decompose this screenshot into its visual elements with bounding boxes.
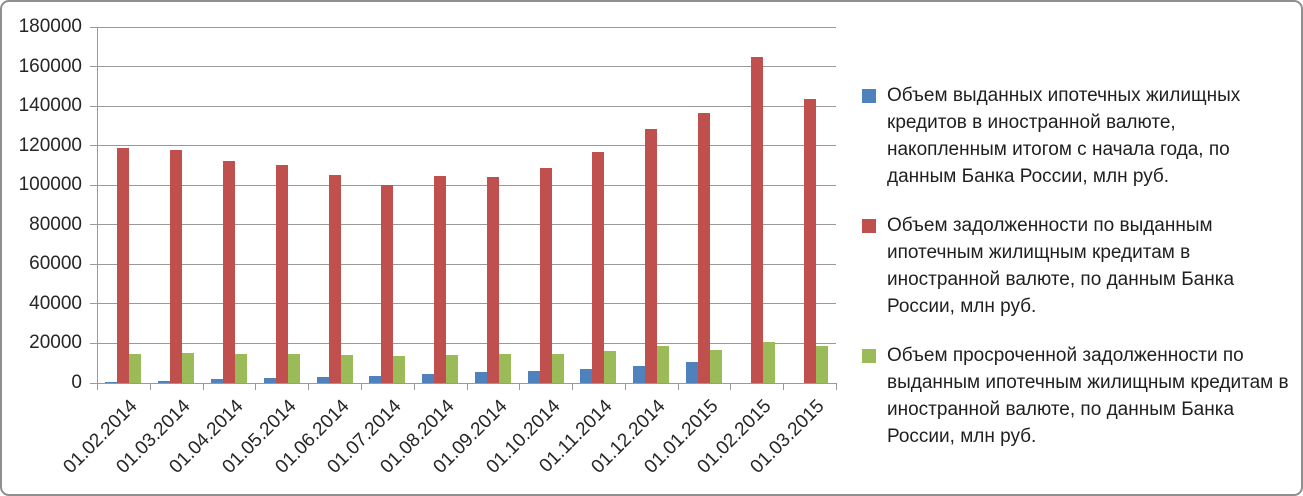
bar-overdue-7 — [498, 353, 511, 383]
bar-overdue-12 — [762, 341, 775, 383]
bar-overdue-3 — [287, 353, 300, 383]
bar-overdue-13 — [815, 345, 828, 383]
x-tick — [572, 384, 574, 390]
bar-overdue-9 — [604, 350, 617, 383]
bar-issued-9 — [580, 369, 593, 383]
bar-debt-3 — [275, 165, 288, 383]
gridline — [97, 184, 836, 186]
bar-overdue-0 — [129, 353, 142, 383]
bar-debt-1 — [170, 150, 183, 383]
bar-issued-4 — [316, 376, 329, 383]
bar-issued-11 — [686, 361, 699, 383]
y-tick — [90, 303, 97, 305]
gridline — [97, 26, 836, 28]
bar-issued-6 — [422, 374, 435, 383]
bar-debt-4 — [328, 174, 341, 383]
x-tick — [466, 384, 468, 390]
bar-overdue-10 — [657, 346, 670, 383]
legend-label-debt: Объем задолженности по выданным ипотечны… — [887, 215, 1235, 317]
y-axis-label: 0 — [71, 372, 82, 393]
gridline — [97, 342, 836, 344]
bar-debt-7 — [486, 176, 499, 383]
bar-debt-13 — [803, 98, 816, 383]
y-tick — [90, 105, 97, 107]
y-axis-label: 160000 — [18, 55, 82, 77]
y-axis-label: 40000 — [29, 292, 82, 314]
legend-swatch-overdue-icon — [862, 349, 876, 363]
x-tick — [360, 384, 362, 390]
bar-issued-5 — [369, 376, 382, 383]
bar-debt-9 — [592, 152, 605, 383]
y-axis-label: 140000 — [18, 95, 82, 117]
y-tick — [90, 66, 97, 68]
bar-debt-11 — [698, 113, 711, 383]
y-tick — [90, 382, 97, 384]
y-tick — [90, 184, 97, 186]
legend-item-debt: Объем задолженности по выданным ипотечны… — [862, 212, 1298, 320]
x-tick — [149, 384, 151, 390]
y-tick — [90, 145, 97, 147]
x-tick — [413, 384, 415, 390]
bar-overdue-2 — [234, 353, 247, 383]
y-tick — [90, 224, 97, 226]
x-tick — [677, 384, 679, 390]
y-axis-label: 120000 — [18, 134, 82, 156]
bar-issued-10 — [633, 365, 646, 383]
bar-issued-0 — [105, 382, 118, 383]
gridline — [97, 105, 836, 107]
legend: Объем выданных ипотечных жилищных кредит… — [862, 82, 1298, 450]
gridline — [97, 145, 836, 147]
bar-debt-0 — [117, 147, 130, 383]
gridline — [97, 263, 836, 265]
bar-overdue-5 — [393, 355, 406, 383]
y-tick — [90, 26, 97, 28]
y-axis-label: 180000 — [18, 16, 82, 37]
y-tick — [90, 263, 97, 265]
bar-overdue-11 — [710, 349, 723, 383]
x-tick — [730, 384, 732, 390]
bar-overdue-4 — [340, 354, 353, 383]
y-axis-label: 60000 — [29, 253, 82, 275]
legend-item-issued: Объем выданных ипотечных жилищных кредит… — [862, 82, 1298, 190]
bar-issued-1 — [158, 381, 171, 383]
gridline — [97, 303, 836, 305]
x-axis-line — [97, 383, 837, 384]
y-tick — [90, 342, 97, 344]
y-axis-label: 20000 — [29, 332, 82, 354]
legend-swatch-issued-icon — [862, 89, 876, 103]
legend-label-overdue: Объем просроченной задолженности по выда… — [887, 345, 1289, 447]
bar-debt-2 — [222, 161, 235, 383]
x-tick — [202, 384, 204, 390]
bar-debt-5 — [381, 184, 394, 383]
gridline — [97, 66, 836, 68]
bar-debt-12 — [750, 56, 763, 383]
x-tick — [519, 384, 521, 390]
bar-overdue-1 — [182, 352, 195, 383]
bar-issued-7 — [474, 372, 487, 383]
bar-debt-8 — [539, 167, 552, 383]
bar-overdue-6 — [446, 354, 459, 383]
bar-debt-6 — [434, 176, 447, 383]
bar-issued-2 — [210, 379, 223, 383]
legend-item-overdue: Объем просроченной задолженности по выда… — [862, 342, 1298, 450]
x-tick — [255, 384, 257, 390]
y-axis-label: 100000 — [18, 174, 82, 196]
y-axis-line — [97, 27, 98, 383]
x-tick — [308, 384, 310, 390]
y-axis-label: 80000 — [29, 213, 82, 235]
legend-swatch-debt-icon — [862, 219, 876, 233]
gridline — [97, 224, 836, 226]
x-tick — [97, 384, 98, 390]
bar-issued-3 — [263, 377, 276, 383]
bar-overdue-8 — [551, 353, 564, 383]
bar-debt-10 — [645, 129, 658, 383]
x-tick — [783, 384, 785, 390]
bar-issued-8 — [527, 370, 540, 383]
legend-label-issued: Объем выданных ипотечных жилищных кредит… — [887, 85, 1241, 187]
x-tick — [836, 384, 837, 390]
x-tick — [624, 384, 626, 390]
